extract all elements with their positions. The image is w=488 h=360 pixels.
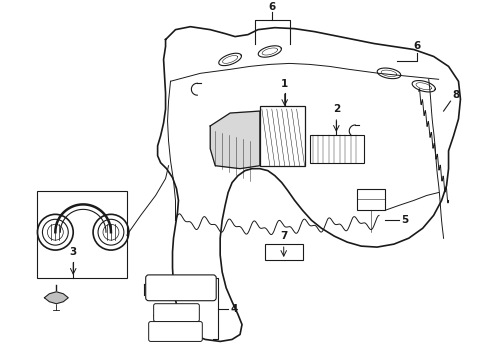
Bar <box>309 135 364 163</box>
Text: 2: 2 <box>332 104 339 114</box>
Text: 5: 5 <box>401 215 407 225</box>
Bar <box>356 189 384 210</box>
Polygon shape <box>44 292 68 304</box>
Text: 6: 6 <box>412 41 420 50</box>
Text: 1: 1 <box>281 79 288 89</box>
Bar <box>38 190 126 278</box>
Text: 6: 6 <box>267 2 275 12</box>
Bar <box>259 106 304 166</box>
Polygon shape <box>210 111 259 168</box>
Text: 8: 8 <box>452 90 459 100</box>
FancyBboxPatch shape <box>153 304 199 321</box>
Text: 4: 4 <box>230 304 237 314</box>
FancyBboxPatch shape <box>148 321 202 341</box>
Text: 3: 3 <box>69 247 77 257</box>
Text: 7: 7 <box>280 231 287 241</box>
Bar <box>264 244 302 260</box>
FancyBboxPatch shape <box>145 275 216 301</box>
